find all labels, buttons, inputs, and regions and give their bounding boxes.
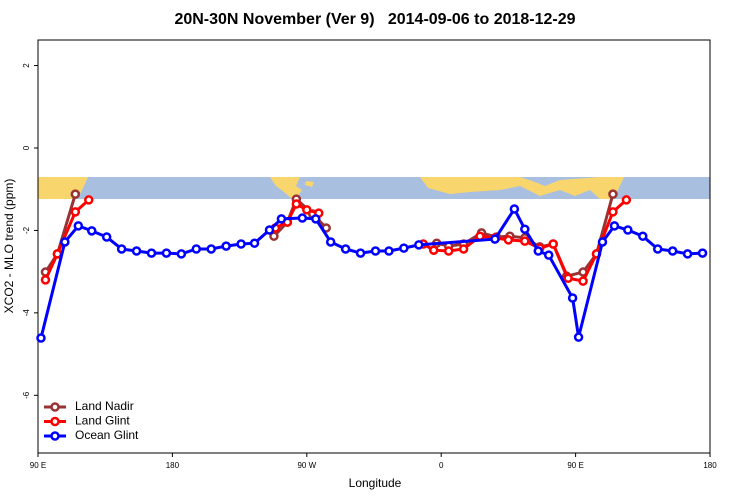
y-tick-label: 0 xyxy=(22,145,31,150)
point xyxy=(667,246,678,256)
x-tick-label: 180 xyxy=(166,461,180,470)
point xyxy=(608,207,618,217)
y-tick-label: -2 xyxy=(22,226,31,234)
point xyxy=(533,246,544,256)
point xyxy=(608,189,618,199)
legend-marker xyxy=(50,431,60,441)
point xyxy=(161,248,172,258)
point xyxy=(638,231,648,241)
series-line xyxy=(44,198,628,283)
x-axis-title: Longitude xyxy=(349,476,402,490)
point xyxy=(520,236,530,246)
y-tick-label: -6 xyxy=(22,391,31,399)
point xyxy=(370,246,381,256)
point xyxy=(573,332,584,342)
point xyxy=(221,241,231,251)
point xyxy=(428,245,439,255)
y-tick-label: 2 xyxy=(22,63,31,68)
point xyxy=(563,273,573,283)
point xyxy=(384,246,394,256)
x-tick-label: 90 W xyxy=(297,461,316,470)
legend-label: Land Nadir xyxy=(75,399,134,413)
point xyxy=(597,237,608,247)
point xyxy=(567,293,578,303)
point xyxy=(543,250,554,260)
legend-marker xyxy=(50,416,60,427)
point xyxy=(311,214,321,224)
point xyxy=(325,237,336,247)
point xyxy=(490,234,500,244)
point xyxy=(609,221,620,231)
point xyxy=(623,225,633,235)
y-axis-title: XCO2 - MLO trend (ppm) xyxy=(2,179,16,314)
point xyxy=(443,246,454,256)
land xyxy=(420,177,624,199)
legend-marker xyxy=(50,402,60,412)
plot-frame xyxy=(37,39,711,454)
point xyxy=(291,199,302,209)
point xyxy=(302,205,312,215)
y-tick-label: -4 xyxy=(22,309,31,317)
x-tick-label: 180 xyxy=(703,461,717,470)
point xyxy=(264,225,275,235)
chart-title: 20N-30N November (Ver 9) 2014-09-06 to 2… xyxy=(174,11,575,28)
point xyxy=(548,239,558,249)
point xyxy=(146,248,157,258)
point xyxy=(249,238,260,248)
land xyxy=(270,177,302,199)
point xyxy=(503,235,514,245)
point xyxy=(84,195,94,205)
point xyxy=(36,333,46,343)
x-tick-label: 0 xyxy=(439,461,444,470)
point xyxy=(682,249,693,259)
point xyxy=(520,224,530,234)
point xyxy=(621,195,632,205)
map-strip xyxy=(38,177,710,199)
point xyxy=(458,244,469,254)
x-tick-label: 90 E xyxy=(30,461,46,470)
point xyxy=(101,232,112,242)
point xyxy=(578,276,588,286)
point xyxy=(509,204,520,214)
land xyxy=(305,181,314,187)
point xyxy=(176,249,187,259)
point xyxy=(116,244,127,254)
point xyxy=(73,221,84,231)
point xyxy=(355,248,366,258)
point xyxy=(340,244,351,254)
x-tick-label: 90 E xyxy=(567,461,583,470)
point xyxy=(40,275,51,285)
legend-label: Land Glint xyxy=(75,414,130,428)
point xyxy=(297,213,308,223)
point xyxy=(269,231,279,241)
point xyxy=(399,243,409,253)
point xyxy=(697,248,708,258)
point xyxy=(131,246,142,256)
legend-label: Ocean Glint xyxy=(75,428,139,442)
point xyxy=(191,244,202,254)
point xyxy=(414,240,424,250)
point xyxy=(652,244,663,254)
point xyxy=(206,244,216,254)
point xyxy=(87,226,97,236)
point xyxy=(60,237,70,247)
point xyxy=(236,239,246,249)
point xyxy=(70,189,81,199)
point xyxy=(70,207,81,217)
point xyxy=(276,214,287,224)
